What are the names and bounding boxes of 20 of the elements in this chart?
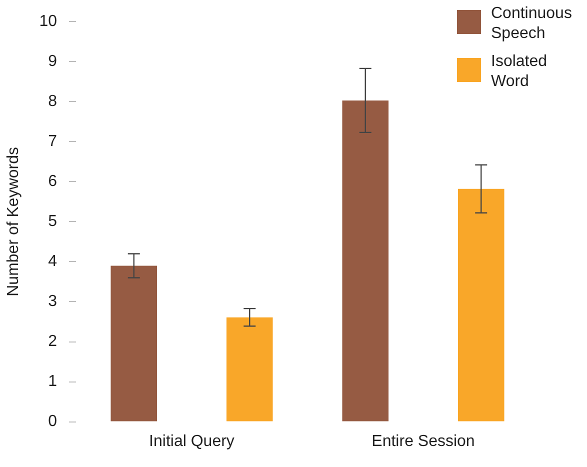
y-axis-title: Number of Keywords (5, 147, 22, 296)
bar (458, 188, 504, 422)
bar (226, 317, 273, 422)
y-tick-label: 8 (48, 93, 58, 110)
bar (342, 100, 389, 422)
y-tick-label: 5 (48, 213, 58, 230)
x-tick-label: Initial Query (149, 432, 234, 450)
y-tick-label: 1 (48, 373, 58, 390)
legend-label: Isolated Word (491, 52, 548, 92)
legend-label: Continuous Speech (491, 4, 573, 44)
bar (110, 266, 158, 422)
y-tick-label: 0 (48, 413, 58, 430)
y-tick-label: 2 (48, 333, 58, 350)
y-tick-label: 4 (48, 253, 58, 270)
y-tick-label: 3 (48, 293, 58, 310)
y-tick-label: 6 (48, 173, 58, 190)
y-tick-label: 9 (48, 53, 58, 70)
y-tick-label: 10 (39, 13, 58, 30)
y-tick-label: 7 (48, 133, 58, 150)
x-tick-label: Entire Session (372, 432, 475, 450)
